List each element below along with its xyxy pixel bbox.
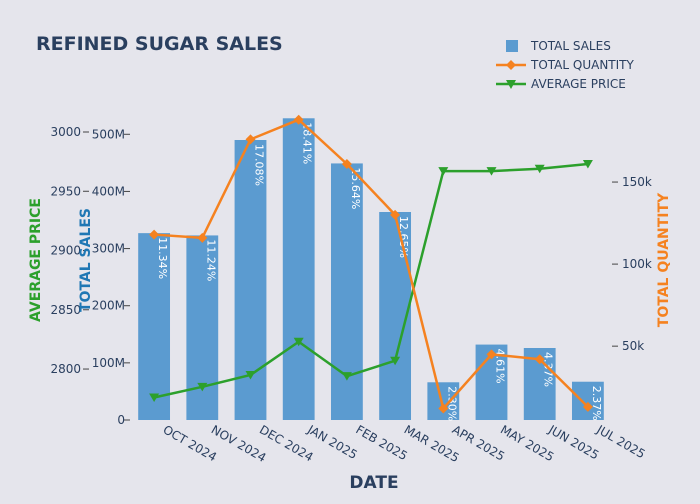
total-quantity-point[interactable] [197, 232, 208, 243]
bar-data-label: 12.65% [397, 216, 410, 258]
legend-swatch-sales [506, 40, 518, 52]
bar-data-label: 4.61% [494, 349, 507, 384]
price-tick-label: 3000 [50, 125, 81, 139]
legend-label-sales[interactable]: TOTAL SALES [530, 39, 611, 53]
bar-data-label: 2.37% [590, 386, 603, 421]
quantity-tick-label: 100k [622, 257, 652, 271]
average-price-point[interactable] [149, 393, 160, 402]
total-quantity-point[interactable] [293, 114, 304, 125]
bars-layer [130, 100, 612, 421]
bar-sales[interactable] [571, 381, 604, 420]
lines-layer [149, 114, 593, 414]
sales-tick-label: 500M [92, 127, 125, 141]
average-price-point[interactable] [534, 164, 545, 174]
price-tick-label: 2850 [50, 303, 81, 317]
average-price-point[interactable] [582, 160, 593, 169]
legend[interactable]: TOTAL SALES TOTAL QUANTITY AVERAGE PRICE [496, 39, 634, 91]
total-quantity-point[interactable] [390, 209, 401, 220]
legend-label-price[interactable]: AVERAGE PRICE [531, 77, 626, 91]
bar-data-label: 11.34% [156, 237, 169, 279]
sales-tick-label: 0 [117, 413, 125, 427]
total-quantity-point[interactable] [582, 401, 593, 412]
bar-sales[interactable] [427, 382, 460, 420]
bar-data-label: 17.08% [253, 144, 266, 186]
total-quantity-point[interactable] [149, 229, 160, 240]
price-tick-label: 2950 [50, 184, 81, 198]
sales-tick-label: 200M [92, 299, 125, 313]
total-quantity-point[interactable] [534, 354, 545, 365]
average-price-point[interactable] [293, 337, 304, 347]
total-quantity-point[interactable] [341, 159, 352, 169]
bar-data-label: 11.24% [204, 239, 217, 281]
y-axis-title-quantity: TOTAL QUANTITY [656, 192, 672, 327]
bar-labels-layer: 11.34% 11.24%17.08%18.41%15.64%12.65%2.30… [156, 122, 603, 421]
sales-tick-label: 100M [92, 356, 125, 370]
quantity-tick-label: 150k [622, 175, 652, 189]
average-price-point[interactable] [245, 370, 256, 380]
average-price-line[interactable] [153, 162, 589, 399]
legend-label-quantity[interactable]: TOTAL QUANTITY [530, 58, 634, 72]
legend-marker-price [506, 80, 516, 89]
price-tick-label: 2800 [50, 362, 81, 376]
price-tick-label: 2900 [50, 244, 81, 258]
sales-tick-label: 300M [92, 242, 125, 256]
total-quantity-point[interactable] [486, 349, 497, 360]
x-axis-title: DATE [349, 473, 398, 493]
quantity-tick-label: 50k [622, 339, 644, 353]
bar-data-label: 4.37% [542, 352, 555, 387]
sales-tick-label: 400M [92, 184, 125, 198]
average-price-point[interactable] [197, 382, 208, 392]
total-quantity-line[interactable] [154, 118, 589, 410]
y-axis-title-price: AVERAGE PRICE [28, 198, 44, 322]
average-price-point[interactable] [438, 167, 449, 176]
legend-marker-quantity [506, 60, 516, 70]
total-quantity-point[interactable] [438, 403, 449, 414]
average-price-point[interactable] [486, 167, 497, 176]
y-axis-title-sales: TOTAL SALES [78, 208, 94, 312]
average-price-point[interactable] [390, 356, 401, 366]
bar-sales[interactable] [138, 233, 171, 420]
average-price-point[interactable] [341, 372, 352, 381]
bar-data-label: 18.41% [301, 122, 314, 164]
chart-title: REFINED SUGAR SALES [36, 33, 283, 55]
total-quantity-point[interactable] [245, 134, 256, 145]
bar-sales[interactable] [282, 118, 315, 421]
